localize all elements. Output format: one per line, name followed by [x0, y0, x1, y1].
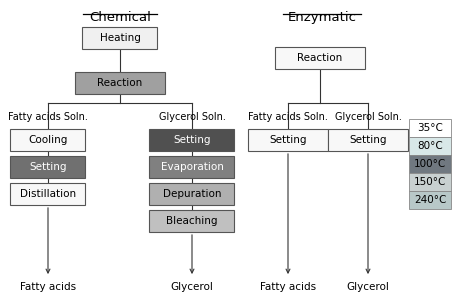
Text: Depuration: Depuration [163, 189, 221, 199]
Text: Setting: Setting [349, 135, 387, 145]
Text: Reaction: Reaction [97, 78, 143, 88]
Text: Heating: Heating [100, 33, 140, 43]
Text: Chemical: Chemical [89, 11, 151, 24]
Text: 100°C: 100°C [414, 159, 446, 169]
Text: Cooling: Cooling [28, 135, 68, 145]
Bar [275, 47, 365, 69]
Bar [328, 129, 408, 151]
Bar [409, 155, 451, 173]
Text: Fatty acids Soln.: Fatty acids Soln. [8, 112, 88, 122]
Bar [409, 173, 451, 191]
Text: Distillation: Distillation [20, 189, 76, 199]
Text: Reaction: Reaction [297, 53, 343, 63]
Text: Glycerol Soln.: Glycerol Soln. [335, 112, 401, 122]
Text: 35°C: 35°C [417, 123, 443, 133]
Bar [409, 137, 451, 155]
Text: Setting: Setting [269, 135, 307, 145]
Bar [149, 156, 235, 178]
Text: Glycerol: Glycerol [346, 282, 390, 292]
Bar [10, 129, 85, 151]
Text: 150°C: 150°C [414, 177, 446, 187]
Bar [248, 129, 328, 151]
Bar [10, 183, 85, 205]
Bar [75, 72, 165, 94]
Text: Bleaching: Bleaching [166, 216, 218, 226]
Text: Fatty acids: Fatty acids [20, 282, 76, 292]
Text: Setting: Setting [29, 162, 67, 172]
Text: 240°C: 240°C [414, 195, 446, 205]
Text: Glycerol Soln.: Glycerol Soln. [159, 112, 226, 122]
Text: Enzymatic: Enzymatic [288, 11, 356, 24]
Text: Setting: Setting [173, 135, 211, 145]
Text: Fatty acids: Fatty acids [260, 282, 316, 292]
Bar [10, 156, 85, 178]
Bar [409, 119, 451, 137]
Bar [149, 129, 235, 151]
Bar [149, 183, 235, 205]
Bar [82, 27, 157, 49]
Text: 80°C: 80°C [417, 141, 443, 151]
Bar [149, 210, 235, 232]
Text: Fatty acids Soln.: Fatty acids Soln. [248, 112, 328, 122]
Bar [409, 191, 451, 209]
Text: Evaporation: Evaporation [161, 162, 223, 172]
Text: Glycerol: Glycerol [171, 282, 213, 292]
